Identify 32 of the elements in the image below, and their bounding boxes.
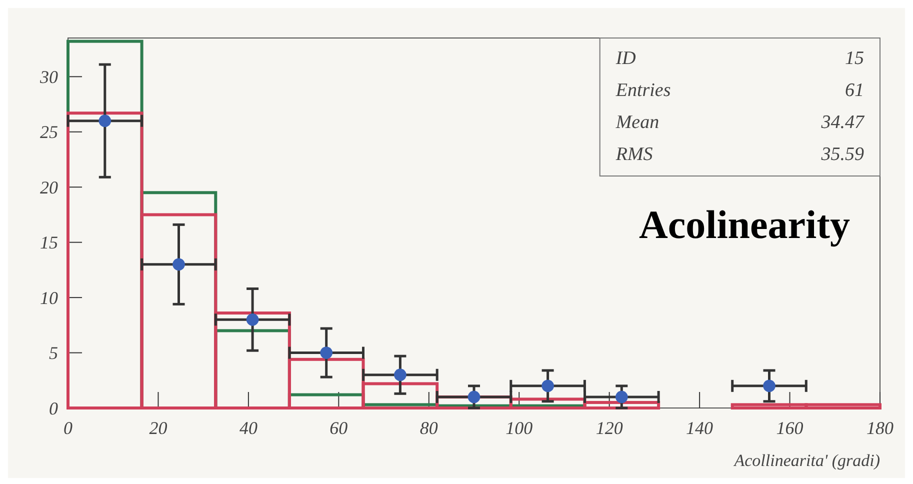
x-tick-label: 180 (866, 418, 894, 438)
x-tick-label: 60 (330, 418, 348, 438)
point (320, 346, 333, 359)
x-tick-label: 120 (596, 418, 623, 438)
x-tick-label: 100 (506, 418, 533, 438)
y-tick-label: 15 (40, 232, 58, 253)
point (763, 380, 776, 392)
point (246, 313, 259, 326)
point (542, 380, 554, 392)
y-tick-label: 25 (40, 122, 58, 142)
x-tick-label: 140 (686, 418, 714, 438)
x-tick-label: 0 (64, 418, 72, 438)
y-tick-label: 5 (49, 343, 58, 364)
x-tick-label: 80 (420, 418, 438, 438)
annotation: Acolinearity (638, 202, 850, 247)
y-tick-label: 30 (39, 66, 58, 87)
point (98, 114, 112, 128)
x-axis-title: Acollinearita' (gradi) (733, 451, 880, 470)
text: Mean 34.47 (616, 112, 864, 133)
text: Entries 61 (616, 80, 864, 101)
point (394, 368, 406, 382)
y-tick-label: 20 (40, 177, 58, 198)
x-tick-label: 40 (239, 418, 258, 438)
text: RMS 35.59 (616, 144, 864, 165)
x-tick-label: 160 (776, 418, 804, 438)
y-tick-label: 10 (40, 288, 58, 308)
x-tick-label: 20 (149, 418, 168, 438)
point (468, 390, 480, 404)
point (172, 258, 185, 271)
y-tick-label: 0 (49, 398, 58, 418)
text: ID 15 (616, 48, 864, 69)
point (615, 390, 628, 404)
